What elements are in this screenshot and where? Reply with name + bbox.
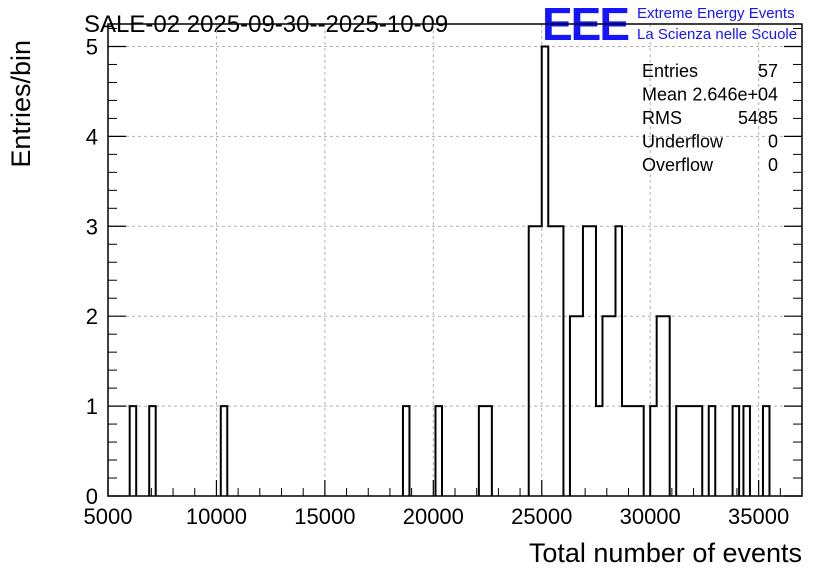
y-tick-label: 3 [86,214,98,239]
axis-ticks [107,27,803,497]
eee-logo-line2: La Scienza nelle Scuole [637,26,797,43]
stats-value: 5485 [738,108,778,128]
y-tick-labels: 0 1 2 3 4 5 [86,34,98,509]
eee-logo-line1: Extreme Energy Events [637,5,795,22]
stats-label: Underflow [642,132,724,152]
stats-label: Entries [642,61,698,81]
histogram-bin [403,406,410,496]
stats-box: Entries 57 Mean 2.646e+04 RMS 5485 Underflow 0 O… [642,61,778,175]
y-tick-label: 2 [86,304,98,329]
histogram-bin [542,46,549,496]
x-tick-label: 20000 [403,504,464,529]
eee-logo-text: EEE [542,0,628,50]
stats-value: 0 [768,155,778,175]
histogram-bin [733,406,740,496]
histogram-bin [529,226,542,496]
histogram-bin [130,406,137,496]
histogram-bin [676,406,702,496]
y-tick-label: 5 [86,34,98,59]
histogram-bin [657,316,670,496]
x-tick-label: 35000 [728,504,789,529]
x-tick-label: 25000 [511,504,572,529]
x-tick-label: 15000 [294,504,355,529]
histogram-bin [763,406,770,496]
stats-value: 57 [758,61,778,81]
y-tick-label: 4 [86,124,98,149]
y-tick-label: 0 [86,484,98,509]
stats-label: Overflow [642,155,714,175]
histogram-bin [709,406,716,496]
y-tick-label: 1 [86,394,98,419]
histogram-bin [622,406,644,496]
x-tick-label: 30000 [620,504,681,529]
histogram-bin [602,316,615,496]
stats-label: RMS [642,108,682,128]
histogram-bin [479,406,492,496]
histogram-bin [548,226,563,496]
x-tick-label: 5000 [84,504,133,529]
histogram-bin [596,406,603,496]
histogram-bin [743,406,750,496]
y-axis-label: Entries/bin [6,40,36,168]
stats-value: 2.646e+04 [692,85,778,105]
histogram-bin [650,406,657,496]
stats-label: Mean [642,85,687,105]
x-tick-labels: 5000 10000 15000 20000 25000 30000 35000 [84,504,790,529]
histogram-bin [570,316,583,496]
histogram-outline [128,45,771,496]
histogram-bin [221,406,228,496]
stats-value: 0 [768,132,778,152]
eee-logo: EEE Extreme Energy Events La Scienza nel… [542,0,797,50]
x-tick-label: 10000 [186,504,247,529]
x-axis-label: Total number of events [529,538,802,568]
histogram-bin [149,406,156,496]
histogram-bin [615,226,622,496]
histogram-bin [435,406,442,496]
histogram-bin [583,226,596,496]
